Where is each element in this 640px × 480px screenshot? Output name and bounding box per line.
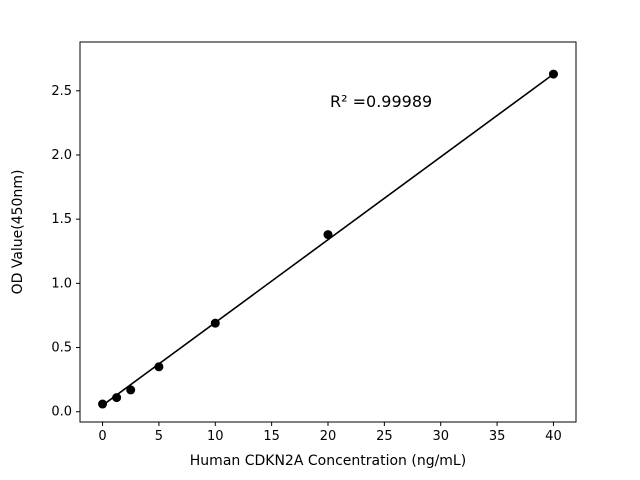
trend-line bbox=[102, 73, 554, 406]
x-tick-label: 35 bbox=[489, 429, 506, 444]
y-axis-label: OD Value(450nm) bbox=[10, 170, 26, 295]
x-tick-label: 5 bbox=[155, 429, 163, 444]
data-point bbox=[323, 230, 333, 240]
y-tick-label: 0.0 bbox=[51, 405, 72, 420]
x-tick-label: 10 bbox=[207, 429, 224, 444]
x-tick-label: 25 bbox=[376, 429, 393, 444]
data-point bbox=[126, 385, 136, 395]
x-tick-label: 30 bbox=[432, 429, 449, 444]
y-tick-label: 2.0 bbox=[51, 148, 72, 163]
y-tick-label: 2.5 bbox=[51, 84, 72, 99]
data-point bbox=[210, 318, 220, 328]
data-point bbox=[112, 393, 122, 403]
x-axis-label: Human CDKN2A Concentration (ng/mL) bbox=[190, 453, 466, 469]
r-squared-annotation: R² =0.99989 bbox=[330, 92, 432, 111]
y-tick-label: 1.0 bbox=[51, 276, 72, 291]
y-tick-label: 0.5 bbox=[51, 341, 72, 356]
y-tick-label: 1.5 bbox=[51, 212, 72, 227]
data-point bbox=[154, 362, 164, 372]
x-tick-label: 20 bbox=[320, 429, 337, 444]
x-tick-label: 15 bbox=[263, 429, 280, 444]
data-point bbox=[548, 69, 558, 79]
x-tick-label: 40 bbox=[545, 429, 562, 444]
x-tick-label: 0 bbox=[98, 429, 106, 444]
data-point bbox=[98, 399, 108, 409]
